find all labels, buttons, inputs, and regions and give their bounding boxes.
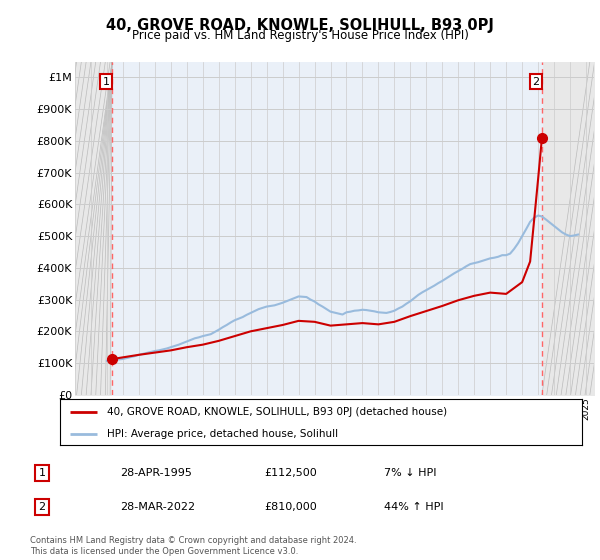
Text: 2: 2 bbox=[38, 502, 46, 512]
Text: Contains HM Land Registry data © Crown copyright and database right 2024.
This d: Contains HM Land Registry data © Crown c… bbox=[30, 536, 356, 556]
Text: £810,000: £810,000 bbox=[264, 502, 317, 512]
Text: 7% ↓ HPI: 7% ↓ HPI bbox=[384, 468, 437, 478]
Text: 1: 1 bbox=[103, 77, 110, 87]
Text: 28-MAR-2022: 28-MAR-2022 bbox=[120, 502, 195, 512]
Text: 2: 2 bbox=[532, 77, 539, 87]
Text: £112,500: £112,500 bbox=[264, 468, 317, 478]
Text: 40, GROVE ROAD, KNOWLE, SOLIHULL, B93 0PJ (detached house): 40, GROVE ROAD, KNOWLE, SOLIHULL, B93 0P… bbox=[107, 407, 447, 417]
Text: 44% ↑ HPI: 44% ↑ HPI bbox=[384, 502, 443, 512]
Text: Price paid vs. HM Land Registry's House Price Index (HPI): Price paid vs. HM Land Registry's House … bbox=[131, 29, 469, 42]
Text: 28-APR-1995: 28-APR-1995 bbox=[120, 468, 192, 478]
Text: 40, GROVE ROAD, KNOWLE, SOLIHULL, B93 0PJ: 40, GROVE ROAD, KNOWLE, SOLIHULL, B93 0P… bbox=[106, 18, 494, 33]
Text: 1: 1 bbox=[38, 468, 46, 478]
Text: HPI: Average price, detached house, Solihull: HPI: Average price, detached house, Soli… bbox=[107, 429, 338, 438]
